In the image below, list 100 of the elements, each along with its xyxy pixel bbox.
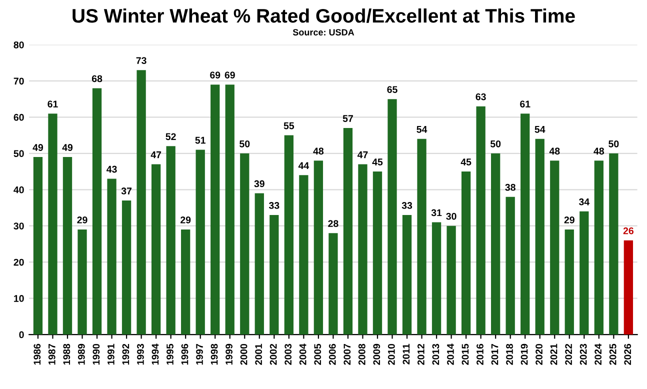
bar — [328, 233, 338, 335]
data-label: 33 — [402, 202, 412, 209]
bar — [33, 157, 43, 335]
data-label: 31 — [431, 209, 442, 216]
bar — [48, 114, 58, 335]
bar — [417, 138, 426, 335]
bar — [580, 211, 589, 335]
x-tick-label: 2019 — [520, 344, 528, 365]
bar — [166, 146, 176, 335]
data-label: 51 — [195, 136, 206, 144]
y-tick-label: 40 — [14, 186, 24, 194]
x-tick-label: 1991 — [108, 344, 114, 365]
y-tick-label: 0 — [19, 331, 24, 338]
bar — [181, 229, 190, 335]
bar — [107, 178, 116, 335]
x-tick-label: 2024 — [594, 344, 602, 365]
x-tick-label: 1993 — [137, 344, 144, 365]
x-tick-label: 2005 — [314, 344, 322, 365]
data-label: 47 — [357, 151, 368, 158]
bar — [62, 157, 72, 335]
data-label: 50 — [608, 140, 619, 148]
bar — [92, 88, 102, 335]
x-tick-label: 1998 — [210, 344, 218, 365]
x-tick-label: 2022 — [565, 344, 572, 365]
bar — [225, 84, 234, 335]
x-tick-label: 1992 — [122, 344, 130, 365]
x-tick-label: 2020 — [536, 344, 542, 365]
x-tick-label: 2000 — [240, 344, 248, 365]
data-label: 48 — [594, 148, 604, 155]
x-tick-label: 2021 — [550, 344, 558, 365]
data-label: 38 — [505, 184, 516, 191]
bar — [446, 226, 456, 335]
bar — [506, 196, 515, 335]
data-label: 68 — [92, 75, 102, 82]
x-tick-label: 2002 — [270, 344, 277, 365]
x-tick-label: 2003 — [284, 344, 292, 365]
data-label: 50 — [240, 140, 250, 148]
x-tick-label: 1987 — [48, 344, 56, 365]
x-tick-label: 1997 — [196, 344, 203, 365]
data-label: 39 — [254, 180, 264, 188]
data-label: 34 — [578, 198, 590, 206]
data-label: 45 — [460, 158, 472, 166]
data-label: 52 — [166, 133, 176, 140]
bar — [624, 240, 634, 335]
bar — [151, 164, 161, 335]
x-tick-label: 2010 — [388, 344, 395, 365]
data-label: 57 — [342, 115, 353, 122]
data-label: 29 — [77, 216, 88, 224]
x-tick-label: 2006 — [328, 344, 336, 365]
y-tick-label: 50 — [14, 150, 24, 158]
y-tick-label: 30 — [14, 222, 24, 230]
bar — [78, 229, 87, 335]
data-label: 50 — [490, 140, 501, 148]
data-label: 29 — [180, 216, 191, 224]
bar — [358, 164, 368, 335]
bar — [432, 222, 442, 335]
data-label: 54 — [534, 126, 546, 133]
data-label: 44 — [298, 162, 310, 169]
bar — [299, 175, 308, 335]
x-tick-label: 2018 — [506, 344, 513, 365]
x-tick-label: 2014 — [447, 344, 454, 365]
y-tick-label: 70 — [14, 78, 24, 85]
data-label: 69 — [210, 72, 220, 78]
x-tick-label: 2004 — [299, 344, 306, 365]
x-tick-label: 1986 — [34, 344, 41, 365]
x-tick-label: 2007 — [344, 344, 351, 365]
data-label: 28 — [328, 220, 338, 228]
data-label: 55 — [284, 122, 294, 130]
bar — [388, 99, 397, 335]
chart-subtitle: Source: USDA — [292, 29, 354, 36]
data-label: 33 — [268, 202, 280, 209]
data-label: 69 — [224, 72, 235, 78]
y-tick-label: 10 — [14, 295, 24, 302]
x-tick-label: 1990 — [92, 344, 100, 365]
bar — [270, 214, 279, 335]
data-label: 30 — [446, 212, 456, 220]
data-label: 65 — [387, 86, 398, 93]
x-tick-label: 2023 — [580, 344, 587, 365]
x-tick-label: 2012 — [418, 344, 424, 365]
bar — [210, 84, 220, 335]
data-label: 73 — [136, 57, 146, 64]
data-label: 37 — [121, 188, 132, 194]
y-tick-label: 20 — [14, 258, 24, 266]
bar — [520, 114, 530, 335]
bar — [372, 172, 382, 335]
x-tick-label: 2009 — [373, 344, 380, 365]
bar — [122, 200, 132, 335]
x-tick-label: 1995 — [166, 344, 174, 365]
x-tick-label: 2017 — [491, 344, 498, 365]
bar — [402, 214, 412, 335]
data-label: 49 — [62, 144, 73, 151]
x-tick-label: 2013 — [432, 344, 440, 365]
x-tick-label: 1999 — [226, 344, 232, 365]
bar — [196, 150, 205, 335]
x-tick-label: 2015 — [462, 344, 469, 365]
x-tick-label: 2008 — [358, 344, 366, 365]
bar — [254, 193, 264, 335]
bar — [343, 128, 353, 335]
bar — [136, 70, 146, 335]
x-tick-label: 1994 — [152, 344, 159, 365]
